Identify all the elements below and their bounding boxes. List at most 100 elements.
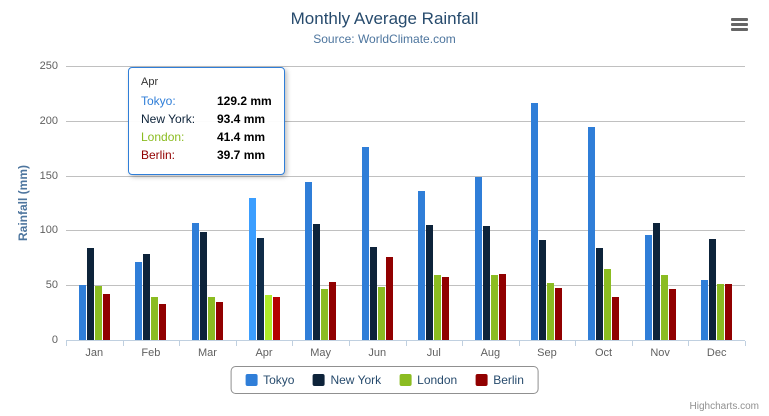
- bar[interactable]: [555, 287, 563, 340]
- credits-link[interactable]: Highcharts.com: [689, 401, 759, 412]
- gridline: [66, 230, 745, 232]
- bar-group-dec: [688, 66, 745, 340]
- legend-item-new-york[interactable]: New York: [312, 373, 381, 387]
- x-axis-tick: [745, 341, 746, 346]
- bar[interactable]: [248, 198, 256, 340]
- tooltip-row: London: 41.4 mm: [141, 130, 272, 144]
- legend-item-berlin[interactable]: Berlin: [475, 373, 524, 387]
- x-axis-label: Dec: [706, 347, 727, 359]
- gridline: [66, 285, 745, 287]
- bar[interactable]: [612, 297, 620, 340]
- tooltip-row: Tokyo: 129.2 mm: [141, 94, 272, 108]
- bar[interactable]: [313, 223, 321, 340]
- bar[interactable]: [442, 277, 450, 340]
- bar[interactable]: [701, 280, 709, 340]
- gridline: [66, 120, 745, 122]
- gridline: [66, 175, 745, 177]
- bar-group-feb: [123, 66, 180, 340]
- y-axis-title: Rainfall (mm): [16, 165, 30, 242]
- bar[interactable]: [717, 283, 725, 340]
- x-axis-label: Oct: [594, 347, 613, 359]
- x-axis-label: Jun: [368, 347, 387, 359]
- x-axis-label: Sep: [537, 347, 557, 359]
- legend-item-tokyo[interactable]: Tokyo: [245, 373, 294, 387]
- x-axis-label: Aug: [480, 347, 501, 359]
- tooltip-row: Berlin: 39.7 mm: [141, 148, 272, 162]
- bar[interactable]: [377, 287, 385, 340]
- bar[interactable]: [329, 282, 337, 340]
- x-axis-tick: [518, 341, 520, 346]
- bar[interactable]: [725, 284, 733, 340]
- bar[interactable]: [102, 293, 110, 340]
- bar[interactable]: [199, 232, 207, 340]
- bar[interactable]: [498, 273, 506, 340]
- x-axis-tick: [405, 341, 407, 346]
- x-axis-label: Jan: [85, 347, 104, 359]
- bar[interactable]: [604, 268, 612, 340]
- x-axis-label: Apr: [255, 347, 273, 359]
- legend-swatch: [245, 374, 258, 386]
- y-axis-label: 200: [39, 114, 58, 127]
- bar[interactable]: [668, 288, 676, 340]
- bar[interactable]: [305, 182, 313, 340]
- bar[interactable]: [143, 253, 151, 340]
- legend-item-london[interactable]: London: [399, 373, 457, 387]
- tooltip-header: Apr: [141, 76, 159, 88]
- bar[interactable]: [474, 177, 482, 340]
- tooltip-series-value: 129.2 mm: [217, 94, 272, 108]
- x-axis-tick: [122, 341, 124, 346]
- y-axis-label: 250: [39, 60, 58, 72]
- x-axis-tick: [575, 341, 577, 346]
- bar[interactable]: [135, 261, 143, 340]
- bar[interactable]: [94, 286, 102, 340]
- bar[interactable]: [709, 238, 717, 340]
- bar[interactable]: [369, 247, 377, 340]
- x-axis-label: Feb: [141, 347, 161, 359]
- bar[interactable]: [418, 191, 426, 340]
- bar[interactable]: [490, 274, 498, 340]
- bar[interactable]: [78, 285, 86, 340]
- bar[interactable]: [159, 303, 167, 340]
- bar[interactable]: [531, 102, 539, 340]
- y-axis-label: 0: [51, 334, 58, 346]
- x-axis-tick: [631, 341, 633, 346]
- y-axis-label: 150: [39, 169, 58, 182]
- bar[interactable]: [86, 248, 94, 340]
- bar-group-oct: [575, 66, 632, 340]
- legend-label: Tokyo: [263, 373, 295, 387]
- bar[interactable]: [482, 225, 490, 340]
- bar[interactable]: [151, 297, 159, 340]
- context-menu-button[interactable]: [729, 14, 755, 36]
- bar[interactable]: [207, 296, 215, 340]
- bar[interactable]: [652, 223, 660, 340]
- x-axis-label: May: [310, 347, 332, 359]
- x-axis-tick: [688, 341, 690, 346]
- legend-label: Berlin: [493, 373, 524, 387]
- bar-group-apr: [236, 66, 293, 340]
- bar[interactable]: [588, 127, 596, 340]
- bar[interactable]: [256, 237, 264, 340]
- tooltip-series-value: 39.7 mm: [217, 148, 266, 162]
- legend-swatch: [399, 374, 412, 386]
- legend-swatch: [312, 374, 325, 386]
- bar[interactable]: [385, 257, 393, 340]
- tooltip: Apr Tokyo: 129.2 mm New York: 93.4 mm London…: [128, 67, 285, 175]
- bar[interactable]: [660, 275, 668, 340]
- bar[interactable]: [596, 248, 604, 340]
- bar[interactable]: [264, 294, 272, 340]
- bar[interactable]: [272, 296, 280, 340]
- bar[interactable]: [321, 288, 329, 340]
- bar[interactable]: [644, 235, 652, 340]
- tooltip-series-name: Tokyo:: [141, 94, 176, 108]
- bar[interactable]: [434, 275, 442, 340]
- bar[interactable]: [215, 302, 223, 340]
- bar[interactable]: [547, 282, 555, 340]
- bar[interactable]: [426, 224, 434, 340]
- bar[interactable]: [361, 147, 369, 340]
- x-axis-label: Mar: [197, 347, 217, 359]
- bar[interactable]: [539, 240, 547, 340]
- y-axis-label: 50: [45, 279, 58, 292]
- chart-title: Monthly Average Rainfall: [290, 9, 479, 28]
- legend-label: New York: [330, 373, 382, 387]
- bar[interactable]: [191, 223, 199, 340]
